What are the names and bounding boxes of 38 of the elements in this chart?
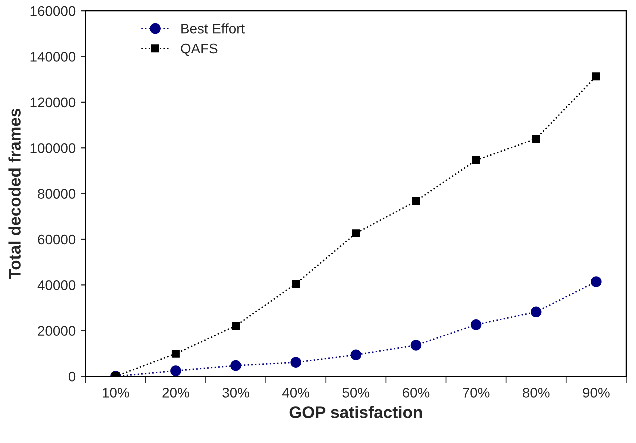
point (350, 350, 362, 360)
x-tick-label: 90% (583, 388, 610, 398)
y-tick-label: 100000 (30, 143, 76, 154)
y-tick-label: 60000 (38, 234, 76, 245)
legend-label: QAFS (181, 44, 218, 56)
x-tick-label: 30% (222, 388, 250, 398)
x-axis-title: GOP satisfaction (290, 406, 422, 418)
x-tick-label: 70% (463, 388, 490, 398)
point (352, 230, 360, 238)
point (172, 350, 180, 358)
point (232, 322, 240, 330)
point (592, 72, 600, 81)
legend-label: Best Effort (182, 24, 245, 34)
point (472, 156, 480, 164)
point (230, 360, 242, 372)
x-tick-label: 20% (162, 388, 190, 398)
point (412, 197, 420, 206)
y-tick-label: 160000 (30, 6, 76, 16)
y-tick-label: 0 (68, 372, 76, 382)
point (470, 320, 482, 330)
x-tick-label: 50% (342, 388, 370, 398)
x-tick-label: 40% (282, 388, 310, 398)
y-tick-label: 80000 (38, 189, 76, 199)
point (410, 340, 422, 351)
point (292, 280, 300, 288)
point (170, 366, 182, 376)
x-tick-label: 60% (403, 388, 430, 398)
y-tick-label: 140000 (30, 52, 76, 62)
point (530, 306, 542, 318)
point (290, 357, 302, 368)
y-tick-label: 20000 (38, 326, 76, 336)
point (532, 135, 540, 143)
y-tick-label: 40000 (38, 280, 76, 290)
y-tick-label: 120000 (30, 98, 76, 108)
y-axis-title: Total decoded frames (8, 108, 21, 280)
point (591, 276, 602, 288)
x-tick-label: 80% (523, 388, 550, 398)
x-tick-label: 10% (103, 388, 130, 398)
